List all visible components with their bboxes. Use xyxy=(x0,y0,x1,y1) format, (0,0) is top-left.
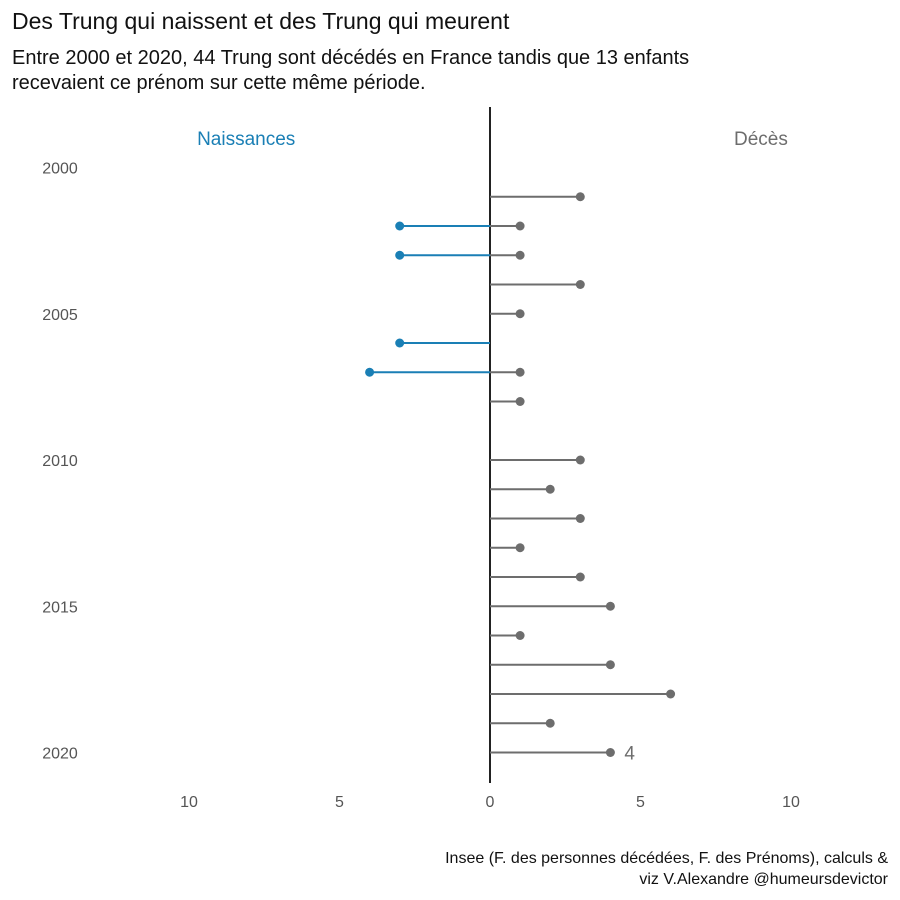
y-tick-label: 2015 xyxy=(42,599,78,616)
deaths-point xyxy=(605,660,615,670)
births-point xyxy=(395,250,405,260)
births-point xyxy=(365,367,375,377)
deaths-point xyxy=(515,309,525,319)
x-tick-label: 5 xyxy=(335,794,344,811)
x-tick-label: 10 xyxy=(782,794,800,811)
y-tick-label: 2005 xyxy=(42,307,78,324)
caption-line-2: viz V.Alexandre @humeursdevictor xyxy=(639,871,888,888)
births-point xyxy=(395,338,405,348)
deaths-point xyxy=(515,397,525,406)
births-point xyxy=(395,221,405,231)
deaths-point xyxy=(605,748,615,757)
deaths-point xyxy=(666,689,676,699)
y-tick-label: 2020 xyxy=(42,746,78,763)
deaths-point xyxy=(515,250,525,260)
deaths-side-label: Décès xyxy=(734,129,788,150)
y-tick-label: 2010 xyxy=(42,453,78,470)
deaths-point xyxy=(545,718,555,728)
y-tick-label: 2000 xyxy=(42,161,78,178)
x-tick-label: 10 xyxy=(180,794,198,811)
x-tick-label: 5 xyxy=(636,794,645,811)
deaths-point xyxy=(575,572,585,582)
x-tick-label: 0 xyxy=(486,794,495,811)
births-side-label: Naissances xyxy=(197,129,295,150)
chart-title: Des Trung qui naissent et des Trung qui … xyxy=(12,8,510,34)
deaths-point xyxy=(545,484,555,494)
chart-caption: Insee (F. des personnes décédées, F. des… xyxy=(188,848,888,890)
caption-line-1: Insee (F. des personnes décédées, F. des… xyxy=(445,850,888,867)
deaths-point xyxy=(605,601,615,611)
deaths-point xyxy=(515,221,525,231)
deaths-point xyxy=(515,543,525,553)
deaths-point xyxy=(575,455,585,465)
deaths-point xyxy=(515,367,525,377)
deaths-point xyxy=(515,631,525,640)
annotation-label: 4 xyxy=(624,744,635,765)
deaths-point xyxy=(575,514,585,523)
deaths-point xyxy=(575,192,585,202)
deaths-point xyxy=(575,280,585,289)
chart-subtitle: Entre 2000 et 2020, 44 Trung sont décédé… xyxy=(12,47,690,94)
